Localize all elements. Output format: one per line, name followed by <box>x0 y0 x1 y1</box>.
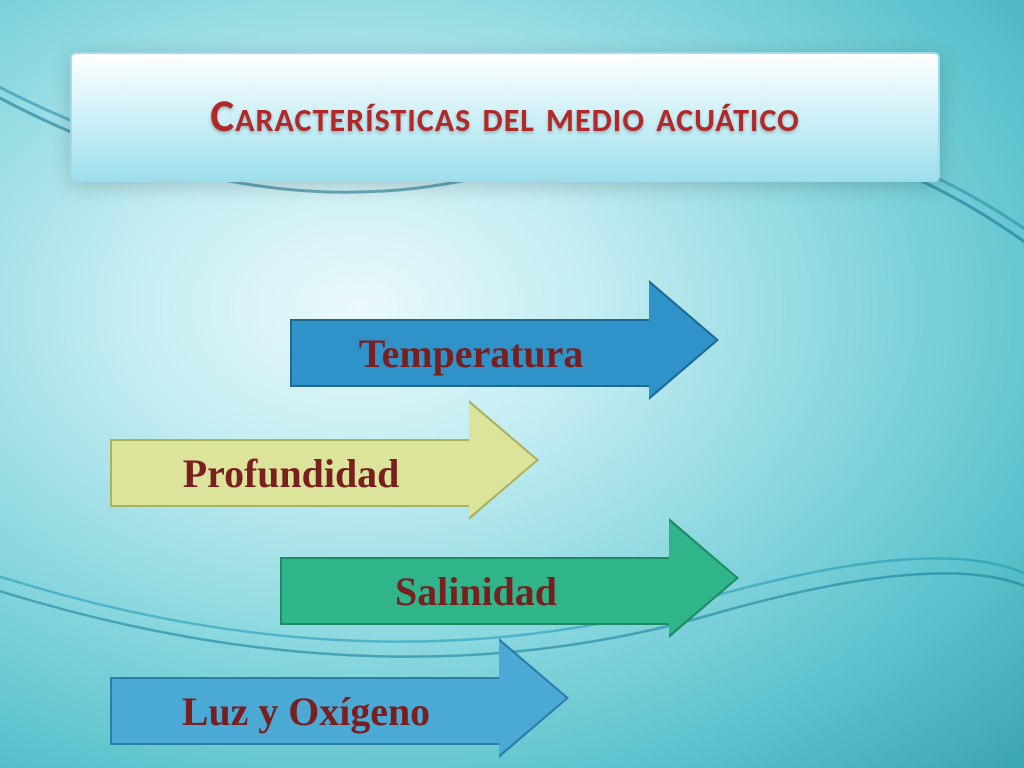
arrow-head-salinidad <box>669 518 739 638</box>
arrow-label-temperatura: Temperatura <box>359 330 584 377</box>
arrow-head-temperatura <box>649 280 719 400</box>
arrow-head-luz-oxigeno <box>499 638 569 758</box>
arrow-body-luz-oxigeno: Luz y Oxígeno <box>110 677 500 745</box>
arrow-luz-oxigeno: Luz y Oxígeno <box>110 638 569 758</box>
arrow-body-temperatura: Temperatura <box>290 319 650 387</box>
arrow-head-profundidad <box>469 400 539 520</box>
arrow-label-luz-oxigeno: Luz y Oxígeno <box>182 688 430 735</box>
slide-title: Características del medio acuático <box>210 93 800 140</box>
title-panel: Características del medio acuático <box>70 52 940 182</box>
arrow-body-profundidad: Profundidad <box>110 439 470 507</box>
arrow-body-salinidad: Salinidad <box>280 557 670 625</box>
arrow-temperatura: Temperatura <box>290 280 719 400</box>
arrow-profundidad: Profundidad <box>110 400 539 520</box>
arrow-label-salinidad: Salinidad <box>395 568 557 615</box>
arrow-salinidad: Salinidad <box>280 518 739 638</box>
arrow-label-profundidad: Profundidad <box>183 450 400 497</box>
